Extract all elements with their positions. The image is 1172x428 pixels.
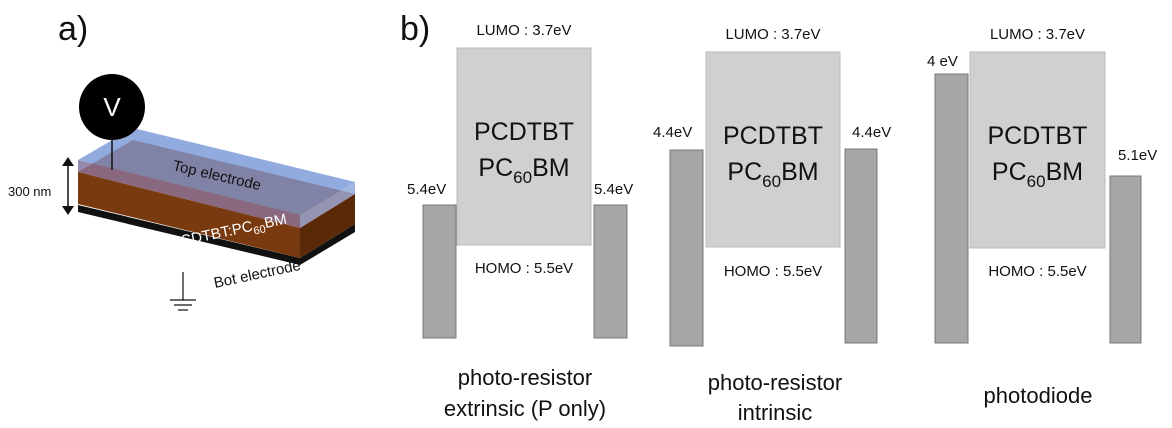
- subscript: 60: [1027, 172, 1046, 191]
- homo-label: HOMO : 5.5eV: [475, 260, 573, 277]
- thickness-label: 300 nm: [8, 184, 51, 199]
- material-label: PCDTBT: [723, 122, 823, 150]
- diagrams: LUMO : 3.7eV HOMO : 5.5eV 5.4eV 5.4eV PCDTBT…: [407, 22, 1157, 425]
- level-label: 5.4eV: [407, 181, 446, 198]
- caption: photo-resistor: [458, 365, 593, 390]
- text-part: BM: [532, 154, 570, 182]
- homo-label: HOMO : 5.5eV: [988, 263, 1086, 280]
- panel-label: b): [400, 10, 430, 48]
- material-label: PC60BM: [478, 154, 569, 187]
- panel-label: a): [58, 10, 88, 48]
- subscript: 60: [513, 168, 532, 187]
- caption: intrinsic: [738, 400, 813, 425]
- energy-level: [669, 149, 704, 347]
- lumo-label: LUMO : 3.7eV: [990, 26, 1085, 43]
- top-electrode-edge: [78, 160, 300, 228]
- energy-level: [593, 204, 628, 339]
- material-label: PCDTBT: [988, 122, 1088, 150]
- voltmeter: [79, 74, 145, 140]
- lumo-label: LUMO : 3.7eV: [725, 26, 820, 43]
- subscript: 60: [762, 172, 781, 191]
- subscript: 60: [252, 223, 266, 237]
- text-part: BM: [781, 158, 819, 186]
- top-electrode-edge: [300, 182, 355, 228]
- active-layer-side: [300, 194, 355, 258]
- text-part: BM: [1046, 158, 1084, 186]
- level-label: 5.4eV: [594, 181, 633, 198]
- voltmeter-label: V: [103, 92, 121, 122]
- active-layer-front: [78, 172, 300, 258]
- caption: extrinsic (P only): [444, 396, 606, 421]
- lumo-label: LUMO : 3.7eV: [476, 22, 571, 39]
- level-label: 5.1eV: [1118, 147, 1157, 164]
- level-label: 4.4eV: [852, 124, 891, 141]
- level-label: 4 eV: [927, 53, 958, 70]
- text-part: PC: [727, 158, 762, 186]
- caption: photo-resistor: [708, 370, 843, 395]
- layer-label: Bot electrode: [212, 257, 302, 292]
- band-box: [456, 47, 592, 246]
- material-label: PCDTBT: [474, 118, 574, 146]
- text-part: PC: [478, 154, 513, 182]
- top-electrode: [78, 128, 355, 215]
- band-box: [705, 51, 841, 248]
- energy-level: [1109, 175, 1142, 344]
- text-part: BM: [263, 211, 289, 232]
- energy-level: [844, 148, 878, 344]
- material-label: PC60BM: [727, 158, 818, 191]
- material-label: PC60BM: [992, 158, 1083, 191]
- energy-level: [422, 204, 457, 339]
- text-part: PC: [992, 158, 1027, 186]
- caption: photodiode: [984, 383, 1093, 408]
- arrow-head: [62, 157, 74, 166]
- arrow-head: [62, 206, 74, 215]
- level-label: 4.4eV: [653, 124, 692, 141]
- band-box: [969, 51, 1106, 249]
- homo-label: HOMO : 5.5eV: [724, 263, 822, 280]
- energy-level: [934, 73, 969, 344]
